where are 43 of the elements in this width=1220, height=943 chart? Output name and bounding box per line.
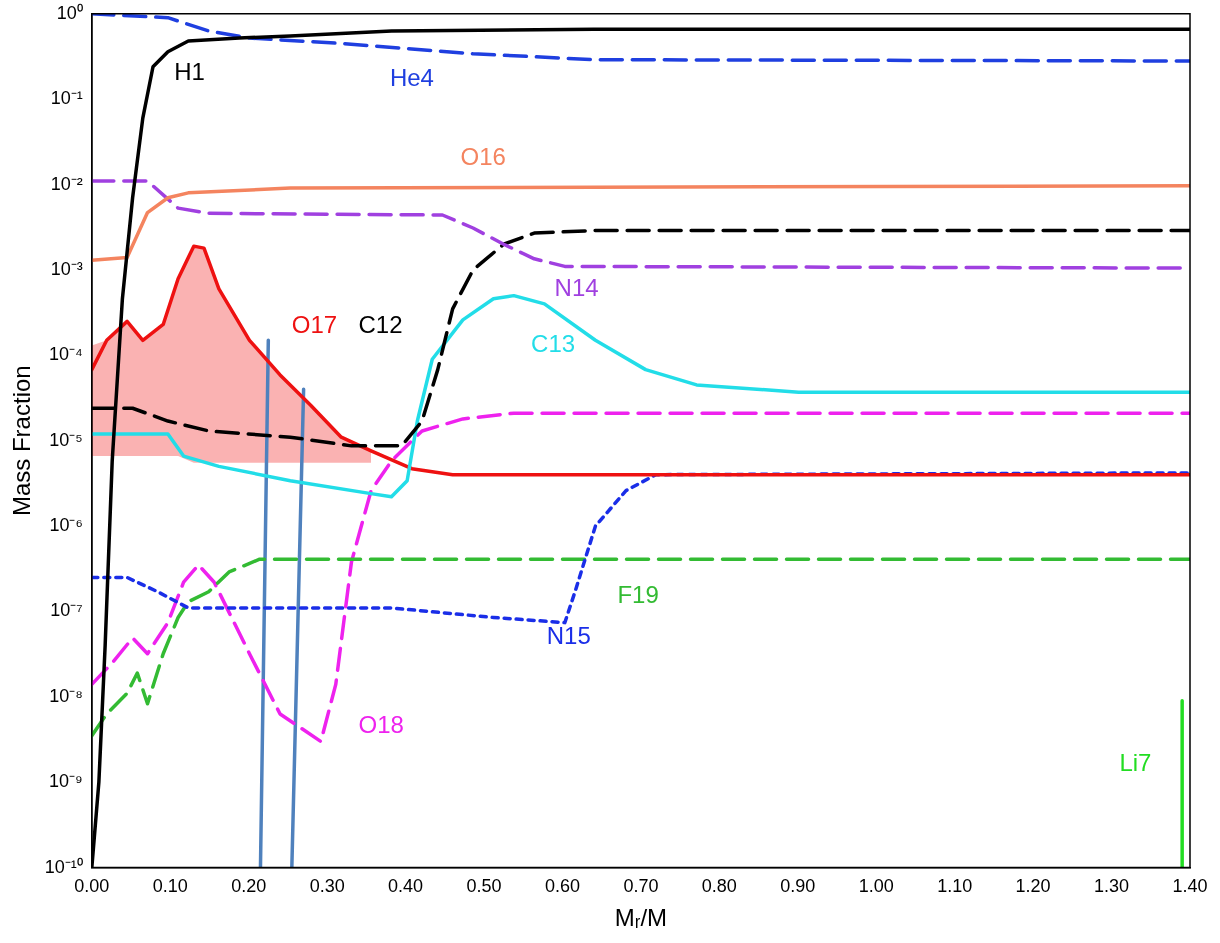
x-axis-title: Mᵣ/M	[614, 904, 668, 932]
y-tick-label: 10⁻⁷	[50, 600, 83, 621]
series-label: C12	[358, 310, 403, 338]
series-label: F19	[617, 581, 659, 609]
y-tick-label: 10⁻¹⁰	[44, 856, 83, 877]
series-label: H1	[174, 58, 205, 86]
y-tick-label: 10⁻²	[50, 173, 83, 194]
x-tick-label: 0.70	[623, 876, 659, 897]
series-label: N15	[546, 621, 591, 649]
line-series	[91, 557, 1190, 738]
x-tick-label: 1.30	[1094, 876, 1130, 897]
series-label: N14	[554, 273, 599, 301]
x-tick-label: 1.20	[1015, 876, 1051, 897]
x-tick-label: 1.40	[1172, 876, 1208, 897]
series-label: Li7	[1119, 749, 1152, 777]
series-label: He4	[389, 64, 434, 92]
series-label: O18	[358, 711, 404, 739]
x-tick-label: 0.40	[388, 876, 424, 897]
x-tick-label: 0.50	[466, 876, 502, 897]
line-series	[91, 471, 1190, 625]
series-label: O17	[291, 310, 338, 338]
y-tick-label: 10⁻³	[50, 258, 83, 279]
y-tick-label: 10⁻⁸	[49, 685, 83, 706]
x-tick-label: 0.30	[309, 876, 345, 897]
y-tick-label: 10⁰	[56, 2, 83, 23]
x-tick-label: 1.10	[937, 876, 973, 897]
series-label: C13	[531, 330, 576, 358]
x-tick-label: 0.60	[544, 876, 580, 897]
x-tick-label: 0.10	[152, 876, 188, 897]
x-tick-label: 1.00	[858, 876, 894, 897]
x-tick-label: 0.90	[780, 876, 816, 897]
x-tick-label: 0.20	[231, 876, 267, 897]
y-tick-label: 10⁻¹	[50, 88, 83, 109]
y-tick-label: 10⁻⁹	[49, 771, 83, 792]
line-series	[91, 13, 1190, 63]
y-tick-label: 10⁻⁵	[49, 429, 83, 450]
series-label: O16	[460, 143, 506, 171]
x-tick-label: 0.00	[74, 876, 110, 897]
y-tick-label: 10⁻⁶	[49, 515, 83, 536]
line-series	[91, 411, 1190, 744]
y-tick-label: 10⁻⁴	[49, 344, 83, 365]
x-tick-label: 0.80	[701, 876, 737, 897]
y-axis-title: Mass Fraction	[8, 365, 36, 517]
